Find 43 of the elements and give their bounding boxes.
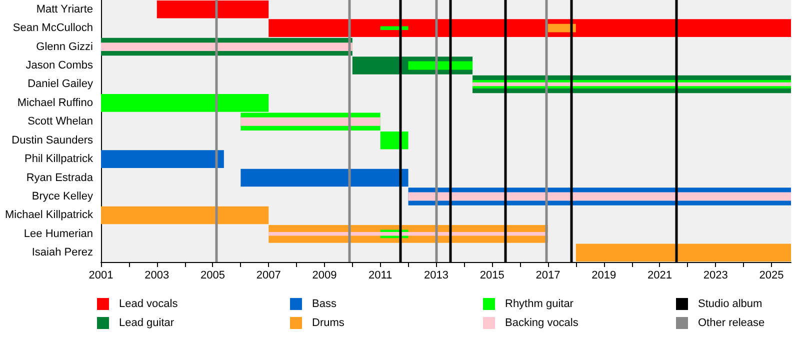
legend-label: Drums [312, 317, 345, 329]
legend-label: Lead guitar [119, 317, 174, 329]
y-tick-label: Daniel Gailey [28, 78, 94, 90]
x-tick-label: 2009 [312, 270, 337, 282]
y-tick-label: Dustin Saunders [12, 134, 94, 146]
x-tick-label: 2025 [759, 270, 784, 282]
bar [156, 0, 269, 18]
x-tick-label: 2007 [256, 270, 281, 282]
x-tick-label: 2003 [144, 270, 170, 282]
x-tick-label: 2019 [592, 270, 616, 282]
legend-label: Studio album [698, 298, 762, 310]
legend-label: Rhythm guitar [505, 298, 574, 310]
y-tick-label: Matt Yriarte [36, 3, 93, 16]
x-tick-label: 2001 [88, 270, 114, 282]
x-tick-label: 2015 [480, 270, 504, 282]
y-tick-label: Ryan Estrada [26, 172, 94, 184]
bar [101, 206, 269, 224]
x-tick-label: 2017 [536, 270, 560, 282]
y-tick-label: Phil Killpatrick [24, 153, 94, 166]
y-tick-label: Jason Combs [26, 60, 94, 72]
bar [101, 42, 352, 51]
bar [101, 150, 224, 168]
bar [576, 244, 791, 262]
x-tick-label: 2023 [703, 270, 728, 282]
bar [240, 117, 380, 126]
y-tick-label: Michael Killpatrick [4, 209, 94, 222]
legend-label: Backing vocals [505, 317, 579, 329]
bar [408, 192, 791, 201]
legend-label: Other release [698, 317, 765, 329]
legend-label: Lead vocals [119, 298, 178, 310]
x-tick-label: 2005 [200, 270, 225, 282]
x-tick-label: 2021 [647, 270, 672, 282]
y-tick-label: Bryce Kelley [32, 190, 94, 202]
legend-label: Bass [312, 298, 337, 310]
y-tick-label: Michael Ruffino [17, 96, 93, 109]
y-tick-label: Lee Humerian [24, 228, 93, 240]
y-tick-label: Isaiah Perez [32, 246, 93, 259]
y-tick-label: Scott Whelan [28, 116, 93, 128]
x-tick-label: 2011 [368, 270, 392, 282]
x-tick-label: 2013 [424, 270, 448, 282]
y-tick-label: Sean McCulloch [12, 22, 93, 34]
bar [240, 168, 408, 187]
y-tick-label: Glenn Gizzi [36, 40, 93, 53]
